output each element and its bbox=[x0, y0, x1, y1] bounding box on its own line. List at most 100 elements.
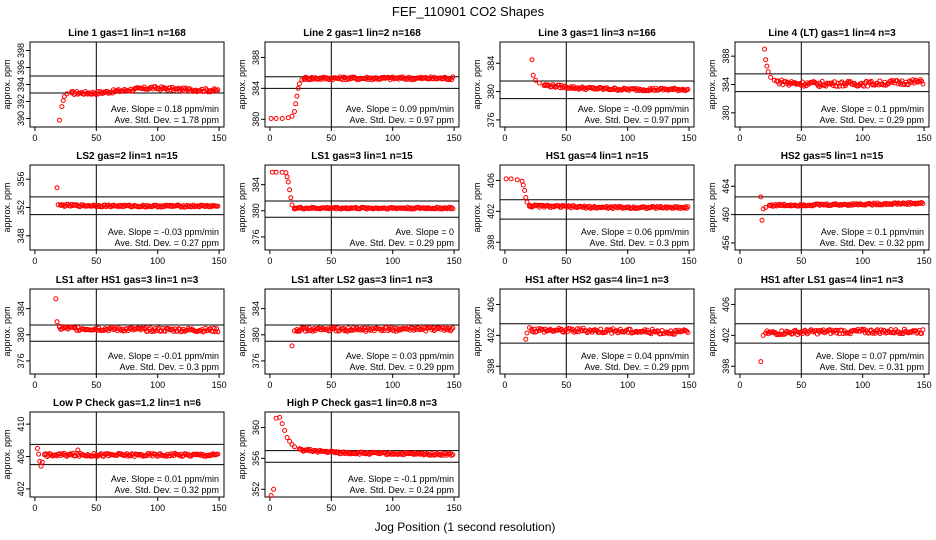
panel-4: Line 4 (LT) gas=1 lin=4 n=3 380 384 388 appr… bbox=[707, 28, 932, 143]
panel-title: LS1 after HS1 gas=3 lin=1 n=3 bbox=[56, 275, 199, 286]
data-point bbox=[157, 87, 163, 93]
y-tick-label: 388 bbox=[721, 49, 731, 64]
y-tick-label: 398 bbox=[16, 43, 26, 58]
x-tick-label: 150 bbox=[212, 256, 227, 266]
data-point bbox=[503, 176, 509, 182]
y-tick-label: 356 bbox=[251, 451, 261, 466]
panel-1: Line 1 gas=1 lin=1 n=168 390 392 394 396 398 a… bbox=[2, 28, 227, 143]
data-point bbox=[685, 86, 691, 92]
stddev-annotation: Ave. Std. Dev. = 0.97 ppm bbox=[350, 115, 454, 125]
y-axis-label: approx. ppm bbox=[237, 59, 247, 109]
data-point bbox=[534, 328, 540, 334]
y-tick-label: 376 bbox=[251, 353, 261, 368]
x-tick-label: 50 bbox=[91, 133, 101, 143]
x-tick-label: 50 bbox=[326, 256, 336, 266]
slope-annotation: Ave. Slope = -0.03 ppm/min bbox=[108, 227, 219, 237]
y-tick-label: 384 bbox=[251, 301, 261, 316]
y-tick-label: 406 bbox=[721, 297, 731, 312]
data-point bbox=[215, 329, 221, 335]
data-point bbox=[34, 445, 40, 451]
plot-frame bbox=[499, 164, 695, 251]
y-tick-label: 394 bbox=[16, 77, 26, 92]
x-tick-label: 50 bbox=[326, 380, 336, 390]
stddev-annotation: Ave. Std. Dev. = 0.32 ppm bbox=[820, 238, 924, 248]
data-point bbox=[556, 82, 562, 88]
y-tick-label: 380 bbox=[251, 112, 261, 127]
data-point bbox=[36, 451, 42, 457]
x-tick-label: 150 bbox=[917, 256, 932, 266]
data-point bbox=[833, 327, 839, 333]
data-point bbox=[873, 328, 879, 334]
data-point bbox=[423, 328, 429, 334]
x-tick-label: 0 bbox=[502, 380, 507, 390]
data-point bbox=[801, 328, 807, 334]
x-tick-label: 100 bbox=[620, 133, 635, 143]
slope-annotation: Ave. Slope = 0.1 ppm/min bbox=[821, 104, 924, 114]
x-tick-label: 0 bbox=[737, 256, 742, 266]
x-tick-label: 0 bbox=[32, 380, 37, 390]
y-tick-label: 406 bbox=[486, 297, 496, 312]
panel-3: Line 3 gas=1 lin=3 n=166 376 380 384 approx.… bbox=[472, 28, 697, 143]
y-tick-label: 376 bbox=[486, 112, 496, 127]
data-point bbox=[271, 486, 277, 492]
x-tick-label: 150 bbox=[212, 380, 227, 390]
data-point bbox=[763, 57, 769, 63]
data-point bbox=[536, 80, 542, 86]
x-tick-label: 50 bbox=[91, 380, 101, 390]
panel-5: LS2 gas=2 lin=1 n=15 348 352 356 approx. ppm… bbox=[2, 151, 227, 266]
data-point bbox=[764, 63, 770, 69]
data-point bbox=[179, 88, 185, 94]
data-point bbox=[392, 325, 398, 331]
x-tick-label: 100 bbox=[385, 380, 400, 390]
data-point bbox=[39, 459, 45, 465]
y-axis-label: approx. ppm bbox=[2, 59, 12, 109]
plot-frame bbox=[29, 411, 225, 498]
y-tick-label: 398 bbox=[721, 359, 731, 374]
stddev-annotation: Ave. Std. Dev. = 0.29 ppm bbox=[350, 238, 454, 248]
y-tick-label: 356 bbox=[16, 172, 26, 187]
data-point bbox=[524, 199, 530, 205]
slope-annotation: Ave. Slope = 0.1 ppm/min bbox=[821, 227, 924, 237]
x-tick-label: 100 bbox=[150, 133, 165, 143]
data-point bbox=[93, 92, 99, 98]
data-point bbox=[284, 435, 290, 440]
y-tick-label: 376 bbox=[16, 353, 26, 368]
data-point bbox=[54, 319, 60, 325]
data-point bbox=[289, 202, 295, 208]
y-tick-label: 402 bbox=[486, 328, 496, 343]
data-point bbox=[292, 109, 297, 114]
data-point bbox=[762, 46, 767, 52]
x-tick-label: 50 bbox=[796, 133, 806, 143]
panel-title: HS1 gas=4 lin=1 n=15 bbox=[546, 151, 649, 162]
panel-title: LS1 after LS2 gas=3 lin=1 n=3 bbox=[291, 275, 433, 286]
panel-12: HS1 after LS1 gas=4 lin=1 n=3 398 402 406 ap… bbox=[707, 275, 932, 390]
x-tick-label: 150 bbox=[447, 133, 462, 143]
data-point bbox=[514, 177, 520, 183]
data-point bbox=[289, 343, 295, 349]
data-point bbox=[524, 330, 530, 336]
data-point bbox=[215, 451, 221, 457]
x-tick-label: 150 bbox=[212, 503, 227, 513]
data-point bbox=[834, 83, 840, 89]
data-point bbox=[760, 206, 766, 212]
data-point bbox=[149, 329, 155, 335]
data-point bbox=[102, 326, 108, 332]
data-point bbox=[450, 325, 456, 331]
plot-frame bbox=[264, 164, 460, 251]
data-point bbox=[212, 87, 218, 93]
x-tick-label: 50 bbox=[561, 256, 571, 266]
y-axis-label: approx. ppm bbox=[237, 306, 247, 356]
x-tick-label: 50 bbox=[91, 256, 101, 266]
data-point bbox=[834, 330, 840, 336]
data-point bbox=[919, 200, 925, 205]
x-tick-label: 150 bbox=[447, 380, 462, 390]
data-point bbox=[449, 77, 455, 83]
y-tick-label: 384 bbox=[486, 56, 496, 71]
data-point bbox=[268, 116, 274, 121]
stddev-annotation: Ave. Std. Dev. = 0.29 ppm bbox=[820, 115, 924, 125]
data-point bbox=[310, 328, 316, 334]
x-tick-label: 0 bbox=[32, 256, 37, 266]
stddev-annotation: Ave. Std. Dev. = 0.31 ppm bbox=[820, 362, 924, 372]
slope-annotation: Ave. Slope = 0.04 ppm/min bbox=[581, 351, 689, 361]
panel-title: Line 4 (LT) gas=1 lin=4 n=3 bbox=[768, 28, 896, 39]
